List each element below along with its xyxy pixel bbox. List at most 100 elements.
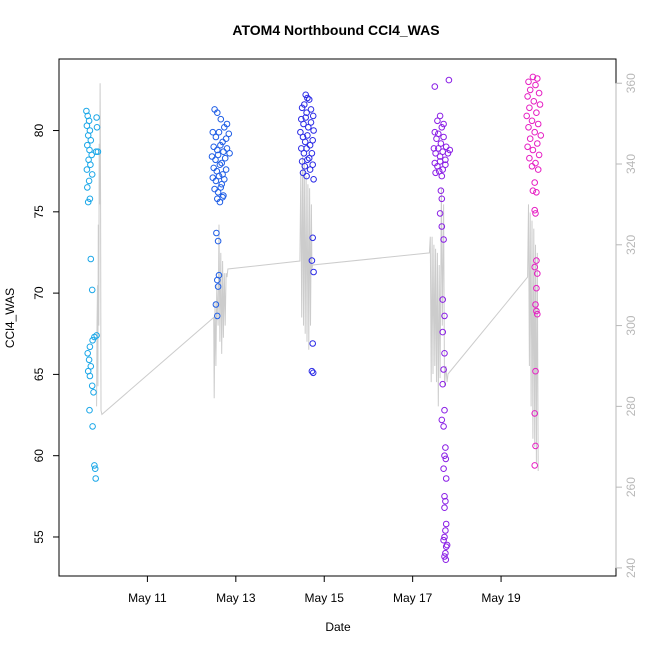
y2-tick-label: 280 (624, 396, 638, 416)
data-point (83, 122, 91, 129)
data-point (214, 109, 221, 116)
data-point (217, 184, 225, 191)
data-point (533, 189, 540, 196)
data-point (442, 549, 449, 557)
data-point (214, 237, 222, 245)
data-point (532, 367, 539, 375)
data-point (442, 527, 449, 534)
data-point (524, 93, 531, 100)
data-point (86, 343, 94, 351)
data-point (531, 206, 539, 214)
data-point (441, 493, 448, 500)
y2-tick-label: 320 (624, 234, 638, 254)
data-point (534, 166, 542, 173)
x-axis-label: Date (325, 620, 351, 634)
data-point (91, 465, 99, 473)
data-point (214, 146, 221, 154)
data-point (215, 172, 223, 180)
data-point (432, 169, 439, 177)
data-point (529, 73, 537, 81)
data-point (438, 172, 446, 180)
data-point (536, 101, 544, 108)
data-point (301, 101, 308, 108)
data-point (307, 106, 315, 113)
data-point (442, 556, 450, 564)
data-point (212, 301, 220, 308)
data-point (210, 143, 217, 151)
data-point (438, 195, 446, 203)
data-point (442, 161, 449, 168)
data-point (532, 301, 539, 308)
data-point (533, 307, 540, 315)
data-point (309, 161, 317, 168)
data-point (526, 104, 533, 112)
y2-tick-label: 300 (624, 315, 638, 335)
data-point (218, 159, 225, 167)
data-point (303, 145, 310, 152)
data-point (85, 177, 93, 185)
data-point (532, 159, 539, 167)
y-tick-label: 55 (32, 530, 46, 544)
data-point (442, 143, 450, 151)
data-point (87, 137, 95, 144)
data-point (528, 163, 536, 170)
data-point (436, 158, 444, 165)
data-point (83, 166, 91, 173)
data-point (535, 89, 543, 97)
data-point (220, 148, 227, 155)
data-point (533, 284, 540, 292)
data-point (93, 332, 100, 339)
data-point (214, 283, 222, 290)
data-point (303, 172, 310, 180)
data-point (88, 151, 95, 159)
data-point (217, 141, 224, 149)
data-point (90, 389, 97, 396)
data-point (304, 132, 311, 139)
data-point (439, 166, 447, 173)
series-1 (83, 107, 102, 482)
data-points (83, 73, 545, 564)
data-point (534, 120, 542, 128)
y2-tick-label: 340 (624, 154, 638, 174)
secondary-series (96, 83, 539, 472)
data-point (308, 257, 316, 264)
data-point (310, 127, 317, 134)
data-point (86, 195, 94, 203)
data-point (310, 268, 317, 276)
data-point (438, 223, 446, 230)
data-point (87, 255, 95, 263)
data-point (308, 150, 316, 157)
data-point (92, 148, 100, 155)
data-point (215, 128, 223, 136)
secondary-trace-line (96, 83, 539, 472)
data-point (531, 263, 539, 271)
data-point (214, 276, 221, 284)
data-point (214, 312, 221, 320)
y-tick-label: 75 (32, 205, 46, 219)
data-point (218, 180, 225, 188)
data-point (439, 148, 447, 155)
data-point (440, 120, 447, 128)
data-point (306, 166, 314, 173)
data-point (216, 161, 224, 168)
data-point (223, 145, 231, 152)
data-point (532, 210, 539, 217)
data-point (210, 164, 217, 172)
x-tick-label: May 13 (216, 591, 256, 605)
data-point (88, 382, 96, 390)
data-point (208, 153, 216, 160)
x-tick-label: May 19 (481, 591, 521, 605)
data-point (87, 363, 95, 370)
data-point (534, 75, 541, 82)
y-tick-label: 65 (32, 367, 46, 381)
data-point (213, 229, 220, 237)
data-point (305, 96, 313, 103)
data-point (87, 161, 94, 168)
data-point (214, 189, 222, 196)
data-point (309, 234, 317, 242)
data-point (309, 137, 317, 144)
data-point (440, 236, 447, 243)
data-point (209, 174, 217, 181)
data-point (526, 86, 534, 94)
